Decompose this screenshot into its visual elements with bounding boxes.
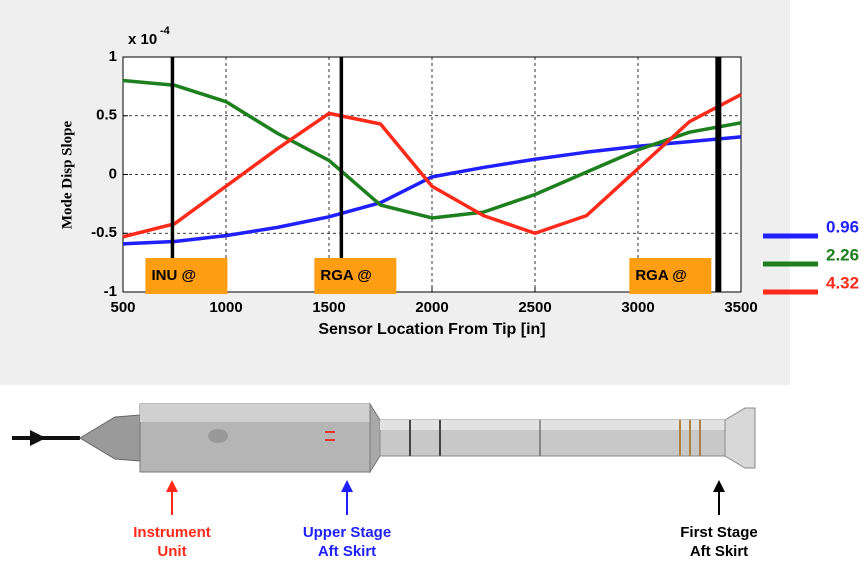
x-tick-label: 3500	[724, 299, 757, 316]
rocket	[12, 402, 756, 474]
legend-label: 0.96	[826, 217, 859, 236]
y-tick-label: -0.5	[91, 224, 117, 241]
rocket-arrows	[166, 480, 725, 515]
rocket-label: First Stage	[680, 524, 758, 541]
marker-box	[629, 258, 712, 294]
marker-label: INU @	[151, 267, 196, 284]
y-axis-label: Mode Disp Slope	[59, 120, 75, 229]
series-line	[122, 93, 742, 239]
legend-label: 2.26	[826, 245, 859, 264]
x-tick-label: 500	[110, 299, 135, 316]
marker-label: RGA @	[320, 267, 372, 284]
series-line	[122, 135, 742, 246]
rocket-label: Aft Skirt	[318, 543, 376, 560]
x-tick-label: 1500	[312, 299, 345, 316]
rocket-label: Instrument	[133, 524, 211, 541]
x-tick-label: 3000	[621, 299, 654, 316]
legend-label: 4.32	[826, 273, 859, 292]
rocket-label: Unit	[157, 543, 186, 560]
y-tick-label: 0.5	[96, 107, 117, 124]
rocket-label: Aft Skirt	[690, 543, 748, 560]
y-tick-label: -1	[104, 283, 117, 300]
x-axis-label: Sensor Location From Tip [in]	[318, 321, 545, 338]
marker-box	[314, 258, 397, 294]
x-tick-label: 2000	[415, 299, 448, 316]
marker-box	[145, 258, 228, 294]
multiplier-exponent: -4	[160, 25, 171, 37]
rocket-label: Upper Stage	[303, 524, 391, 541]
y-tick-label: 0	[109, 165, 117, 182]
x-tick-label: 2500	[518, 299, 551, 316]
multiplier-base: x 10	[128, 31, 157, 48]
y-tick-label: 1	[109, 48, 117, 65]
x-tick-label: 1000	[209, 299, 242, 316]
series-line	[122, 78, 742, 220]
marker-label: RGA @	[635, 267, 687, 284]
